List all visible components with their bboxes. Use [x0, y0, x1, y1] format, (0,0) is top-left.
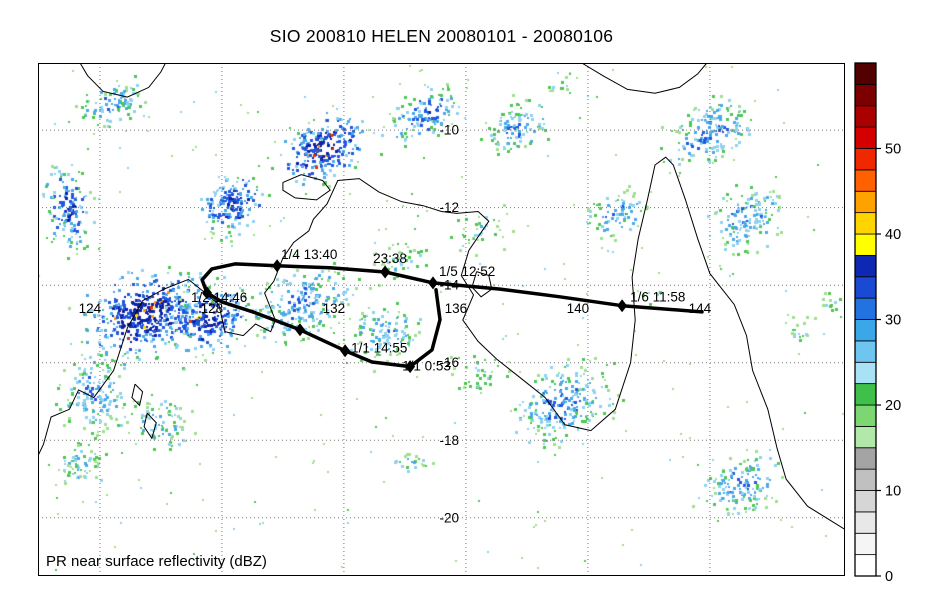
- coastline: [79, 63, 166, 98]
- colorbar-segment: [854, 383, 877, 406]
- colorbar-segment: [854, 468, 877, 491]
- colorbar-segment: [854, 126, 877, 149]
- plot-caption: PR near surface reflectivity (dBZ): [46, 553, 267, 570]
- colorbar-segment: [854, 254, 877, 278]
- figure-title: SIO 200810 HELEN 20080101 - 20080106: [269, 26, 614, 46]
- lat-tick-label: -12: [439, 200, 459, 215]
- lon-tick-label: 132: [323, 301, 346, 316]
- colorbar-segment: [854, 62, 877, 85]
- track-marker-diamond: [295, 323, 305, 337]
- colorbar-segment: [854, 490, 877, 513]
- colorbar-segment: [854, 340, 877, 363]
- track-overpass-label: 1/1 14:55: [351, 341, 407, 356]
- storm-track-line: [200, 262, 704, 369]
- colorbar-tick-label: 20: [885, 398, 901, 414]
- colorbar-segment: [854, 425, 877, 449]
- colorbar-segment: [854, 404, 877, 427]
- lat-tick-label: -18: [439, 433, 459, 448]
- colorbar-segment: [854, 297, 877, 320]
- colorbar-segment: [854, 190, 877, 214]
- track-overpass-label: 1/1 0:53: [402, 359, 451, 374]
- track-marker-diamond: [340, 344, 351, 358]
- coastline: [131, 383, 144, 407]
- colorbar-segment: [854, 276, 877, 299]
- lat-tick-label: -10: [439, 123, 459, 138]
- lon-tick-label: 124: [79, 301, 102, 316]
- colorbar-tick-label: 0: [885, 569, 893, 585]
- colorbar-segment: [854, 212, 877, 235]
- track-overpass-label: 23:38: [373, 251, 407, 266]
- lon-tick-label: 136: [445, 301, 468, 316]
- map-overlay: 124 128 132 136 140 144-10-12-14-16-18-201/1 …: [38, 63, 845, 576]
- coastline: [38, 156, 845, 530]
- colorbar-segment: [854, 169, 877, 192]
- track-marker-diamond: [428, 276, 438, 290]
- track-overpass-label: 1/2 14:46: [191, 290, 247, 305]
- colorbar: 0 10 20 30 40 50: [854, 62, 901, 585]
- colorbar-segment: [854, 532, 877, 556]
- coastline: [581, 63, 708, 94]
- colorbar-segment: [854, 233, 877, 256]
- lon-tick-label: 128: [201, 301, 224, 316]
- colorbar-tick-label: 40: [885, 227, 901, 243]
- colorbar-segment: [854, 105, 877, 128]
- colorbar-tick-label: 30: [885, 313, 901, 329]
- colorbar-tick-label: 50: [885, 142, 901, 158]
- lat-tick-label: -16: [439, 355, 459, 370]
- lon-tick-label: 140: [567, 301, 590, 316]
- coastline: [143, 412, 157, 440]
- track-marker-diamond: [272, 259, 283, 273]
- colorbar-segment: [854, 511, 877, 534]
- colorbar-segment: [854, 447, 877, 470]
- coastline: [282, 174, 331, 201]
- track-marker-diamond: [380, 265, 391, 279]
- lat-tick-label: -20: [439, 510, 459, 525]
- track-marker-diamond: [202, 286, 212, 300]
- track-marker-diamond: [617, 299, 628, 313]
- track-overpass-label: 1/5 12:52: [439, 264, 495, 279]
- colorbar-tick-label: 10: [885, 484, 901, 500]
- coastline: [471, 271, 493, 298]
- lon-tick-label: 144: [689, 301, 712, 316]
- track-overpass-label: 1/4 13:40: [281, 247, 337, 262]
- colorbar-segment: [854, 83, 877, 107]
- colorbar-segment: [854, 361, 877, 385]
- map-plot-area: 124 128 132 136 140 144 -10 -12 -14 -16 -18 -20 1/1 …: [38, 63, 845, 576]
- colorbar-segment: [854, 148, 877, 171]
- colorbar-segment: [854, 319, 877, 342]
- track-marker-diamond: [405, 360, 416, 374]
- track-overpass-label: 1/6 11:58: [630, 290, 685, 305]
- colorbar-segment: [854, 554, 877, 577]
